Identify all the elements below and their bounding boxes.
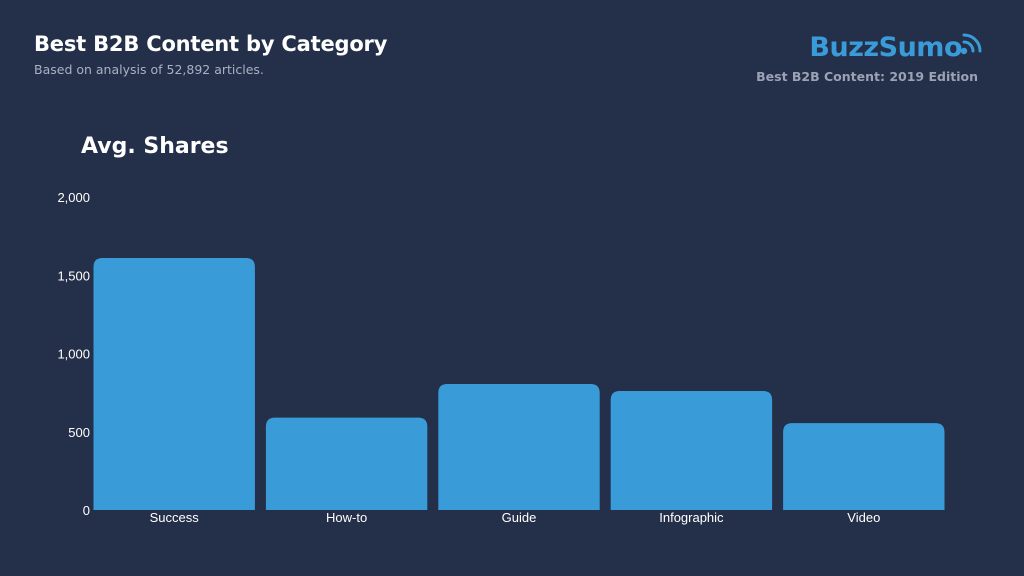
wifi-signal-icon (960, 33, 982, 55)
y-tick-label: 1,000 (57, 347, 90, 362)
bar-guide (438, 384, 600, 510)
chart-heading: Avg. Shares (81, 134, 229, 159)
brand-block: BuzzSumo Best B2B Content: 2019 Edition (734, 28, 984, 88)
bar-how-to (265, 417, 428, 510)
brand-edition: Best B2B Content: 2019 Edition (756, 69, 978, 84)
x-tick-label: Video (847, 510, 880, 525)
chart-title: Best B2B Content by Category (34, 32, 388, 56)
y-tick-label: 2,000 (57, 190, 90, 205)
brand-logo: BuzzSumo (809, 28, 984, 68)
bar-video (783, 423, 945, 510)
brand-name: BuzzSumo (809, 32, 962, 63)
x-tick-label: Infographic (659, 510, 724, 525)
x-tick-label: How-to (326, 510, 367, 525)
x-tick-label: Guide (502, 510, 537, 525)
bar-success (93, 258, 255, 510)
y-tick-label: 0 (83, 503, 90, 518)
y-tick-label: 1,500 (57, 268, 90, 283)
bar-infographic (610, 391, 773, 510)
y-tick-label: 500 (68, 425, 90, 440)
chart-subtitle: Based on analysis of 52,892 articles. (34, 62, 264, 77)
x-tick-label: Success (150, 510, 200, 525)
